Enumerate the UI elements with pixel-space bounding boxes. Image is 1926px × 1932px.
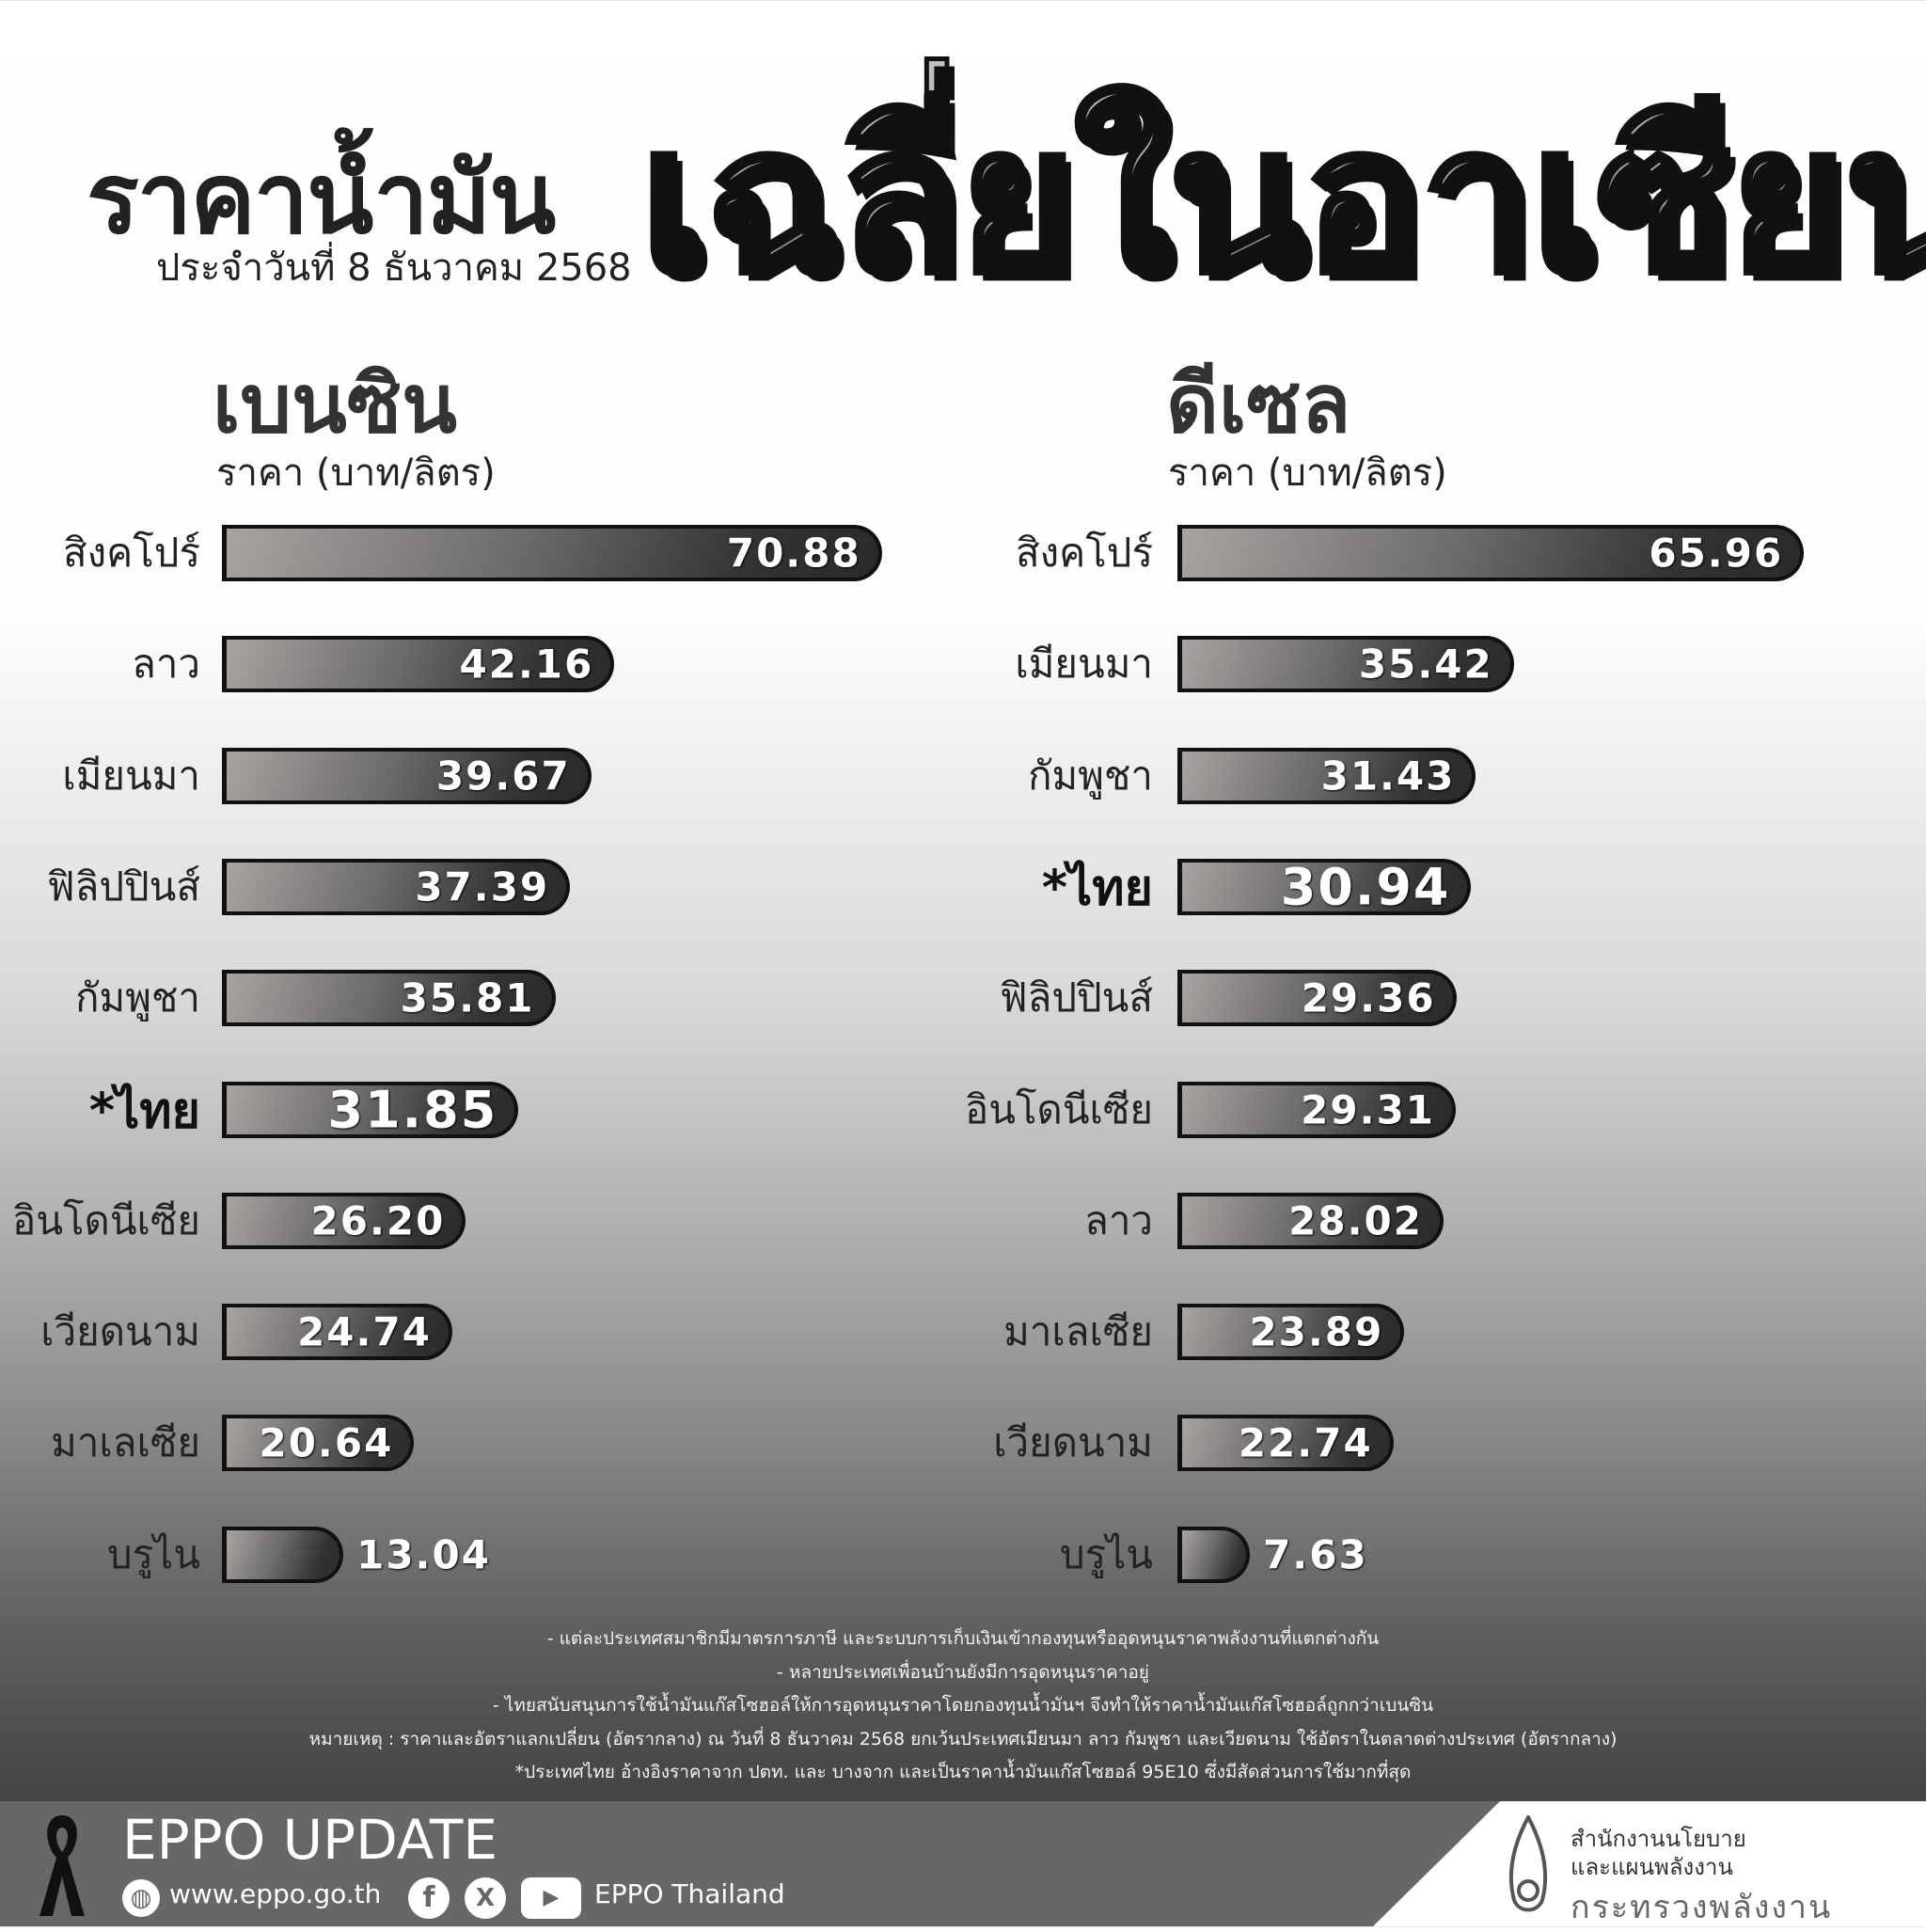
bar-label: เมียนมา bbox=[62, 752, 200, 799]
ministry-flame-logo-icon bbox=[1505, 1813, 1552, 1919]
notes: - แต่ละประเทศสมาชิกมีมาตรการภาษี และระบบ… bbox=[0, 1623, 1926, 1790]
youtube-icon[interactable]: ▶ bbox=[521, 1877, 581, 1919]
bar-value: 31.43 bbox=[1320, 752, 1456, 800]
bar-label: เวียดนาม bbox=[993, 1419, 1153, 1466]
bar bbox=[1177, 1304, 1405, 1361]
bar-label: ฟิลิปปินส์ bbox=[999, 974, 1153, 1021]
globe-icon: ◍ bbox=[122, 1879, 160, 1917]
black-ribbon-icon bbox=[36, 1811, 85, 1919]
note: หมายเหตุ : ราคาและอัตราแลกเปลี่ยน (อัตรา… bbox=[308, 1728, 1618, 1750]
bar bbox=[222, 636, 615, 693]
benzine-unit: ราคา (บาท/ลิตร) bbox=[216, 451, 496, 495]
bar bbox=[1177, 636, 1514, 693]
bar-label: สิงคโปร์ bbox=[62, 530, 200, 576]
title-big: เฉลี่ยในอาเซียน bbox=[638, 38, 1926, 359]
website-link[interactable]: www.eppo.go.th bbox=[169, 1878, 382, 1909]
note: - หลายประเทศเพื่อนบ้านยังมีการอุดหนุนราค… bbox=[777, 1661, 1149, 1683]
bar-value: 30.94 bbox=[1280, 857, 1451, 917]
bar bbox=[222, 858, 571, 915]
date-text: ประจำวันที่ 8 ธันวาคม 2568 bbox=[156, 246, 632, 290]
bar-value: 7.63 bbox=[1263, 1531, 1368, 1578]
bar-value: 35.42 bbox=[1358, 641, 1493, 688]
bar-label: ลาว bbox=[1084, 1196, 1153, 1243]
bar-label: อินโดนีเซีย bbox=[965, 1085, 1153, 1132]
bar-value: 24.74 bbox=[297, 1308, 432, 1355]
bar bbox=[1177, 970, 1457, 1027]
bar-value: 70.88 bbox=[726, 530, 861, 577]
bar-label: *ไทย bbox=[1041, 860, 1153, 917]
brand-text: EPPO UPDATE bbox=[122, 1808, 498, 1872]
title-left: ราคาน้ำมัน bbox=[87, 141, 556, 256]
bar bbox=[222, 1192, 466, 1249]
ministry-name: กระทรวงพลังงาน bbox=[1571, 1889, 1833, 1926]
bar-value: 28.02 bbox=[1288, 1197, 1424, 1244]
bar-label: กัมพูชา bbox=[75, 974, 200, 1021]
facebook-icon[interactable]: f bbox=[408, 1877, 450, 1919]
benzine-title: เบนซิน bbox=[213, 357, 457, 451]
bar-value: 31.85 bbox=[327, 1080, 498, 1139]
diesel-unit: ราคา (บาท/ลิตร) bbox=[1168, 451, 1447, 495]
org-line2: และแผนพลังงาน bbox=[1571, 1854, 1733, 1880]
org-name: สำนักงานนโยบาย และแผนพลังงาน bbox=[1571, 1825, 1746, 1881]
bar-label: กัมพูชา bbox=[1028, 752, 1153, 799]
bar bbox=[222, 970, 556, 1027]
note: - ไทยสนับสนุนการใช้น้ำมันแก๊สโซฮอล์ให้กา… bbox=[492, 1695, 1434, 1716]
bar-value: 23.89 bbox=[1249, 1308, 1384, 1355]
bar bbox=[1177, 1081, 1457, 1138]
bar-value: 37.39 bbox=[415, 863, 550, 911]
note: *ประเทศไทย อ้างอิงราคาจาก ปตท. และ บางจา… bbox=[514, 1762, 1412, 1782]
bar bbox=[222, 1081, 519, 1138]
bar-value: 22.74 bbox=[1238, 1419, 1373, 1466]
bar bbox=[1177, 858, 1472, 915]
bar-value: 65.96 bbox=[1649, 530, 1784, 577]
bar-value: 26.20 bbox=[310, 1197, 446, 1244]
diesel-title: ดีเซล bbox=[1166, 357, 1351, 451]
bar bbox=[222, 1415, 415, 1472]
social-handle[interactable]: EPPO Thailand bbox=[594, 1878, 785, 1909]
bar-value: 13.04 bbox=[356, 1531, 491, 1578]
bar bbox=[222, 525, 882, 581]
bar-value: 20.64 bbox=[259, 1419, 394, 1466]
org-line1: สำนักงานนโยบาย bbox=[1571, 1826, 1746, 1852]
bar bbox=[222, 747, 592, 804]
bar-label: ฟิลิปปินส์ bbox=[46, 863, 200, 910]
bar bbox=[1177, 1192, 1444, 1249]
bar bbox=[1177, 747, 1476, 804]
bar-label: เมียนมา bbox=[1015, 641, 1153, 688]
bar-label: มาเลเซีย bbox=[51, 1419, 200, 1466]
bar-value: 29.31 bbox=[1301, 1086, 1436, 1132]
bar-label: บรูไน bbox=[1059, 1530, 1153, 1577]
bar bbox=[1177, 525, 1805, 581]
x-icon[interactable]: X bbox=[465, 1877, 506, 1919]
bar-label: บรูไน bbox=[106, 1530, 200, 1577]
bar-label: มาเลเซีย bbox=[1003, 1308, 1153, 1355]
bar-label: เวียดนาม bbox=[40, 1308, 200, 1355]
bar-value: 42.16 bbox=[459, 641, 594, 688]
bar bbox=[222, 1526, 344, 1583]
bar bbox=[1177, 1526, 1251, 1583]
bar-label: อินโดนีเซีย bbox=[12, 1196, 200, 1243]
bar-label: *ไทย bbox=[88, 1083, 200, 1139]
bar-value: 39.67 bbox=[435, 752, 571, 800]
bar bbox=[222, 1304, 452, 1361]
bar-value: 35.81 bbox=[400, 974, 535, 1021]
bar-label: ลาว bbox=[132, 641, 200, 688]
bar-label: สิงคโปร์ bbox=[1015, 530, 1153, 576]
bar-value: 29.36 bbox=[1301, 974, 1436, 1021]
note: - แต่ละประเทศสมาชิกมีมาตรการภาษี และระบบ… bbox=[546, 1628, 1380, 1649]
bar bbox=[1177, 1415, 1394, 1472]
